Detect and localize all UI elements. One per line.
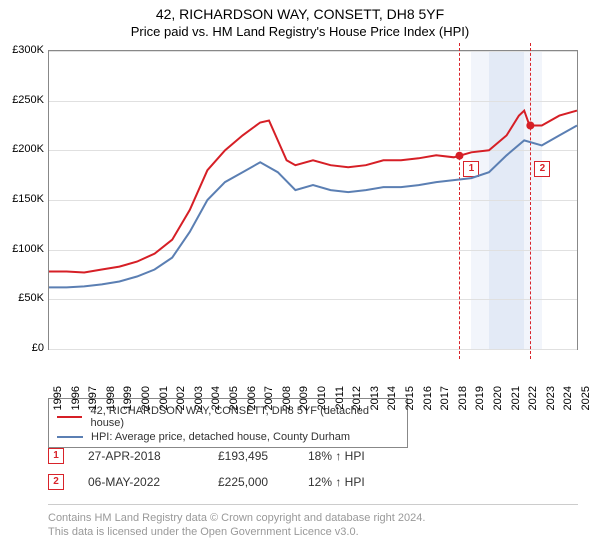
sale-ref-box: 1 <box>48 448 64 464</box>
footer: Contains HM Land Registry data © Crown c… <box>48 504 578 540</box>
x-axis-label: 2022 <box>527 386 539 410</box>
x-axis-label: 2014 <box>386 386 398 410</box>
x-axis-label: 2000 <box>140 386 152 410</box>
series-line <box>49 111 577 273</box>
legend-swatch-red <box>57 416 82 418</box>
x-axis-label: 1999 <box>122 386 134 410</box>
x-axis-label: 2002 <box>175 386 187 410</box>
x-axis-label: 2024 <box>562 386 574 410</box>
y-axis-label: £200K <box>0 143 44 155</box>
legend-label-blue: HPI: Average price, detached house, Coun… <box>91 431 350 443</box>
chart-plot-area: 12 <box>48 50 578 350</box>
x-axis-label: 1997 <box>87 386 99 410</box>
sale-date: 27-APR-2018 <box>88 449 218 463</box>
y-axis-label: £150K <box>0 193 44 205</box>
y-axis-label: £0 <box>0 342 44 354</box>
y-axis-label: £100K <box>0 243 44 255</box>
sale-date: 06-MAY-2022 <box>88 475 218 489</box>
footer-line1: Contains HM Land Registry data © Crown c… <box>48 511 578 525</box>
legend-row-series2: HPI: Average price, detached house, Coun… <box>57 431 399 443</box>
sale-ref-box: 2 <box>48 474 64 490</box>
sale-price: £193,495 <box>218 449 308 463</box>
x-axis-label: 2018 <box>457 386 469 410</box>
x-axis-label: 2017 <box>439 386 451 410</box>
sale-price: £225,000 <box>218 475 308 489</box>
x-axis-label: 2012 <box>351 386 363 410</box>
transaction-point <box>455 152 463 160</box>
chart-title: 42, RICHARDSON WAY, CONSETT, DH8 5YF <box>0 0 600 22</box>
x-axis-label: 2004 <box>210 386 222 410</box>
x-axis-label: 1998 <box>105 386 117 410</box>
x-axis-label: 2015 <box>404 386 416 410</box>
x-axis-label: 1996 <box>70 386 82 410</box>
x-axis-label: 2023 <box>545 386 557 410</box>
legend-swatch-blue <box>57 436 83 438</box>
x-axis-label: 2007 <box>263 386 275 410</box>
sales-table: 1 27-APR-2018£193,49518% ↑ HPI 2 06-MAY-202… <box>48 444 398 500</box>
x-axis-label: 2010 <box>316 386 328 410</box>
chart-subtitle: Price paid vs. HM Land Registry's House … <box>0 22 600 39</box>
sale-vs-hpi: 12% ↑ HPI <box>308 475 398 489</box>
x-axis-label: 2025 <box>580 386 592 410</box>
x-axis-label: 2008 <box>281 386 293 410</box>
y-axis-label: £50K <box>0 292 44 304</box>
x-axis-label: 2009 <box>298 386 310 410</box>
x-axis-label: 2011 <box>334 386 346 410</box>
x-axis-label: 2016 <box>422 386 434 410</box>
gridline <box>49 349 577 350</box>
transaction-point <box>526 122 534 130</box>
footer-line2: This data is licensed under the Open Gov… <box>48 525 578 539</box>
sale-vs-hpi: 18% ↑ HPI <box>308 449 398 463</box>
x-axis-label: 2019 <box>474 386 486 410</box>
x-axis-label: 2020 <box>492 386 504 410</box>
x-axis-label: 1995 <box>52 386 64 410</box>
x-axis-label: 2001 <box>158 386 170 410</box>
x-axis-label: 2005 <box>228 386 240 410</box>
x-axis-label: 2013 <box>369 386 381 410</box>
sale-row: 2 06-MAY-2022£225,00012% ↑ HPI <box>48 474 398 490</box>
y-axis-label: £250K <box>0 94 44 106</box>
x-axis-label: 2021 <box>510 386 522 410</box>
y-axis-label: £300K <box>0 44 44 56</box>
x-axis-label: 2006 <box>246 386 258 410</box>
x-axis-label: 2003 <box>193 386 205 410</box>
sale-row: 1 27-APR-2018£193,49518% ↑ HPI <box>48 448 398 464</box>
